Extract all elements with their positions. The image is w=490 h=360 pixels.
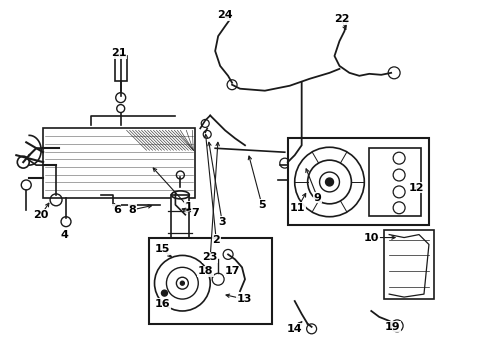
Text: 15: 15 (155, 244, 170, 255)
Text: 3: 3 (219, 217, 226, 227)
Bar (43, 129, 196, 198)
Bar (115, 56, 127, 81)
Circle shape (180, 281, 184, 285)
Text: 14: 14 (287, 324, 302, 334)
Text: 9: 9 (314, 193, 321, 203)
Text: 4: 4 (60, 230, 68, 239)
Bar (148, 238, 272, 324)
Text: 13: 13 (236, 294, 252, 304)
Text: 12: 12 (408, 183, 424, 193)
Text: 20: 20 (33, 210, 49, 220)
Text: 17: 17 (224, 266, 240, 276)
Text: 19: 19 (384, 322, 400, 332)
Text: 6: 6 (113, 205, 121, 215)
Bar (369, 148, 421, 216)
Bar (384, 230, 434, 299)
Text: 10: 10 (364, 233, 379, 243)
Text: 24: 24 (217, 10, 233, 20)
Circle shape (162, 290, 168, 296)
Text: 2: 2 (212, 234, 220, 244)
Bar (172, 195, 189, 249)
Circle shape (325, 178, 334, 186)
Text: 11: 11 (290, 203, 305, 213)
Text: 18: 18 (197, 266, 213, 276)
Text: 21: 21 (111, 48, 126, 58)
Text: 16: 16 (155, 299, 171, 309)
Text: 8: 8 (129, 205, 137, 215)
Text: 23: 23 (202, 252, 218, 262)
Text: 5: 5 (258, 200, 266, 210)
Text: 1: 1 (184, 202, 192, 212)
Ellipse shape (172, 246, 189, 253)
Text: 22: 22 (334, 14, 349, 24)
Bar (288, 138, 429, 225)
Text: 7: 7 (192, 208, 199, 218)
